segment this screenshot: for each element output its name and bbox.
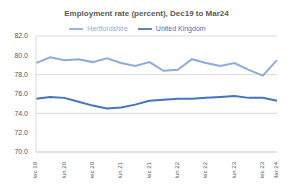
svg-text:72.0: 72.0 bbox=[14, 129, 28, 136]
svg-text:Mar 24: Mar 24 bbox=[273, 161, 279, 178]
svg-text:Dec 20: Dec 20 bbox=[89, 161, 95, 178]
svg-text:Jun 22: Jun 22 bbox=[174, 161, 180, 178]
svg-text:70.0: 70.0 bbox=[14, 148, 28, 155]
html-text:Employment rate (percent), Dec: Employment rate (percent), Dec19 to Mar2… bbox=[64, 9, 229, 18]
html-text:Hertfordshire: Hertfordshire bbox=[87, 24, 128, 32]
html-text:United Kingdom: United Kingdom bbox=[155, 24, 206, 32]
svg-text:Jun 20: Jun 20 bbox=[61, 161, 67, 178]
svg-text:Dec 23: Dec 23 bbox=[259, 161, 265, 178]
svg-text:Dec 21: Dec 21 bbox=[146, 161, 152, 178]
svg-text:74.0: 74.0 bbox=[14, 110, 28, 117]
svg-text:Dec 22: Dec 22 bbox=[202, 161, 208, 178]
svg-text:78.0: 78.0 bbox=[14, 71, 28, 78]
svg-text:82.0: 82.0 bbox=[14, 32, 28, 39]
svg-text:Jun 21: Jun 21 bbox=[117, 161, 123, 178]
svg-text:Jun 23: Jun 23 bbox=[231, 161, 237, 178]
svg-text:76.0: 76.0 bbox=[14, 90, 28, 97]
svg-text:80.0: 80.0 bbox=[14, 52, 28, 59]
svg-text:Dec 19: Dec 19 bbox=[32, 161, 38, 178]
